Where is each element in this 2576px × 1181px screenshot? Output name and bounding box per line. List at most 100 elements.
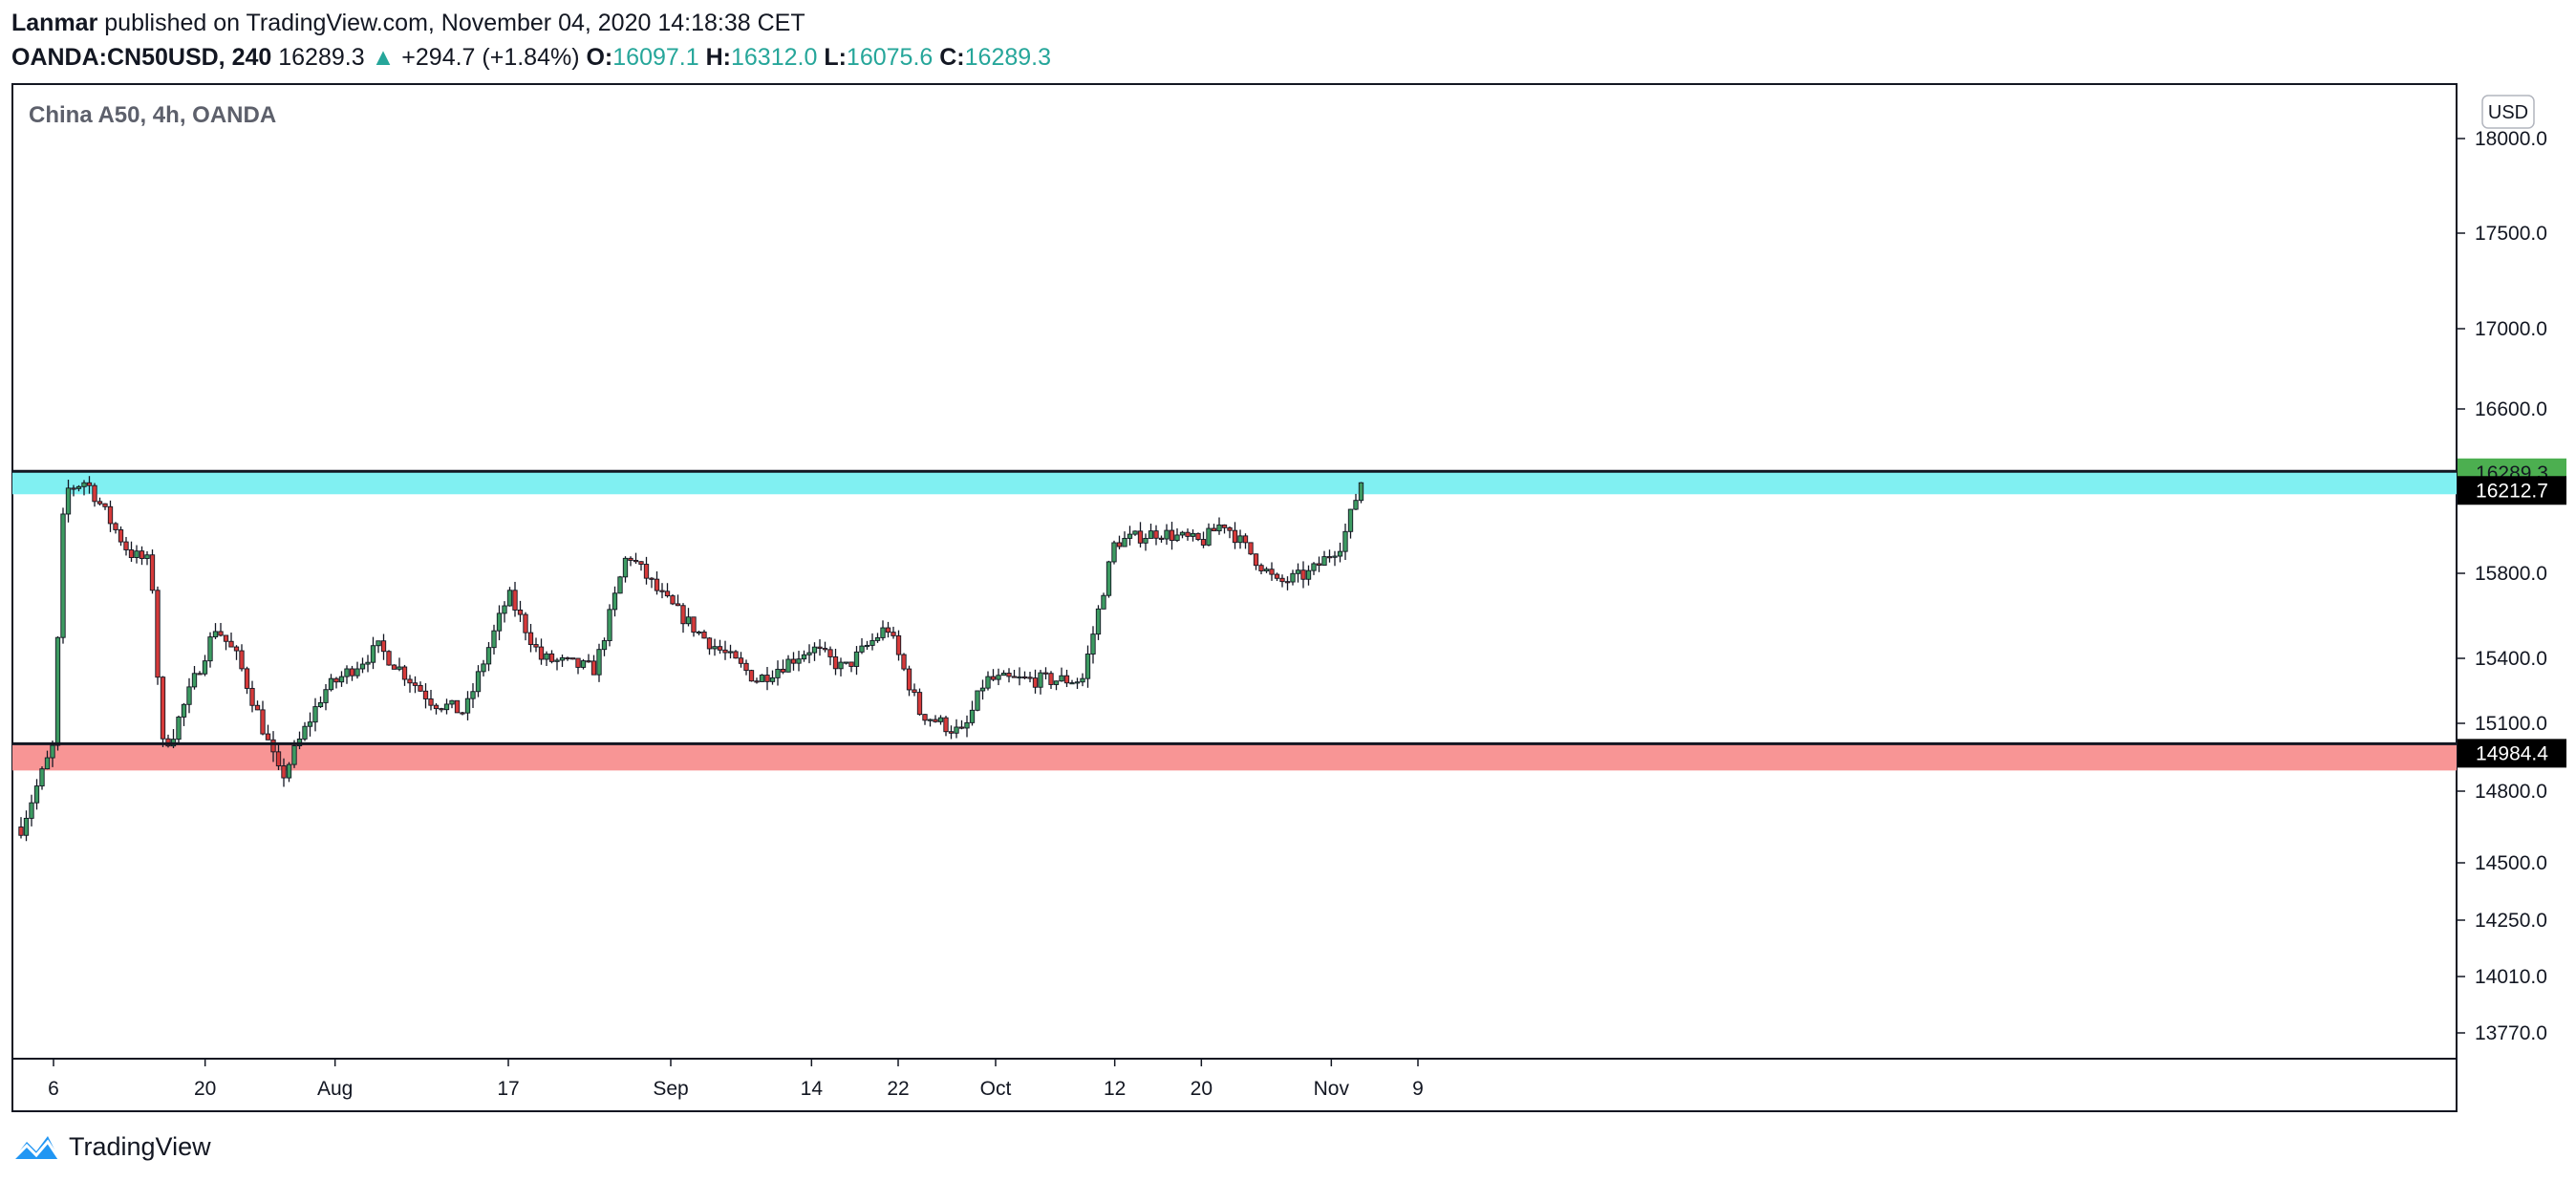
candle-body <box>853 651 860 667</box>
candle-body <box>281 765 287 779</box>
candle-body <box>97 501 103 505</box>
support-price-text: 14984.4 <box>2476 742 2548 764</box>
time-axis[interactable]: 6 20 Aug 17 Sep 14 22 Oct 12 20 Nov 9 <box>48 1059 1424 1100</box>
y-tick-label: 15100.0 <box>2475 713 2547 735</box>
candle-body <box>717 646 723 651</box>
tradingview-brand[interactable]: TradingView <box>69 1131 211 1161</box>
candle-body <box>307 721 313 727</box>
candle-body <box>239 650 245 670</box>
change-value: +294.7 (+1.84%) <box>401 44 580 71</box>
candle-body <box>54 636 61 746</box>
tradingview-logo-icon[interactable] <box>11 1130 61 1163</box>
candle-body <box>323 689 329 703</box>
candle-body <box>160 676 166 740</box>
y-tick-label: 15400.0 <box>2475 648 2547 670</box>
candle-body <box>29 802 34 819</box>
ohlc-line: OANDA:CN50USD, 240 16289.3 ▲ +294.7 (+1.… <box>11 40 2563 75</box>
candle-body <box>1042 672 1049 675</box>
candle-body <box>906 668 912 691</box>
candle-body <box>1000 673 1007 676</box>
candle-body <box>706 637 713 650</box>
candle-body <box>922 714 928 721</box>
candle-body <box>1206 527 1212 546</box>
candle-body <box>1305 569 1312 580</box>
y-tick-label: 14250.0 <box>2475 910 2547 932</box>
close-label: C: <box>939 44 965 71</box>
candle-body <box>359 663 366 670</box>
candle-body <box>1158 537 1165 540</box>
candle-body <box>1038 672 1043 688</box>
candle-body <box>338 676 345 683</box>
candle-body <box>1216 524 1222 532</box>
candle-body <box>1358 482 1364 502</box>
candle-body <box>685 616 692 625</box>
candle-body <box>759 675 765 682</box>
candle-body <box>1237 535 1243 544</box>
candle-body <box>1069 682 1075 685</box>
candle-body <box>617 576 623 594</box>
candle-body <box>654 578 660 591</box>
candle-body <box>1227 526 1233 531</box>
candle-body <box>548 653 555 662</box>
candle-body <box>1143 537 1148 544</box>
x-tick-label: 9 <box>1412 1078 1424 1100</box>
candle-body <box>780 668 786 673</box>
candle-body <box>1332 555 1338 558</box>
candle-body <box>523 613 528 633</box>
candle-body <box>1353 500 1359 510</box>
candle-body <box>149 554 156 591</box>
candle-body <box>33 785 40 804</box>
candle-body <box>71 487 76 490</box>
candle-body <box>365 661 371 665</box>
candle-body <box>586 660 591 663</box>
footer: TradingView <box>11 1127 211 1166</box>
candle-body <box>712 646 718 650</box>
candle-body <box>397 666 402 670</box>
candle-body <box>23 817 30 836</box>
y-tick-label: 16600.0 <box>2475 398 2547 420</box>
currency-button[interactable] <box>2481 95 2535 129</box>
chart-title: China A50, 4h, OANDA <box>29 102 276 128</box>
candle-body <box>1284 581 1291 584</box>
candle-body <box>102 503 108 507</box>
high-value: 16312.0 <box>730 44 818 71</box>
candle-body <box>1090 633 1096 655</box>
x-tick-label: Sep <box>653 1078 688 1100</box>
candle-body <box>123 541 129 550</box>
candle-body <box>954 726 959 734</box>
candle-body <box>1269 569 1275 575</box>
candle-body <box>1342 530 1348 552</box>
candle-body <box>1127 533 1133 539</box>
candle-body <box>659 590 665 592</box>
candle-body <box>380 640 387 653</box>
candle-body <box>601 640 608 651</box>
candle-body <box>244 668 250 689</box>
candle-body <box>1274 573 1280 579</box>
price-axis[interactable]: 18000.0 17500.0 17000.0 16600.0 15800.0 15400… <box>2457 128 2547 1044</box>
candle-body <box>428 698 434 706</box>
candle-body <box>1027 676 1033 679</box>
candle-body <box>801 654 807 660</box>
candle-body <box>449 699 455 705</box>
last-price: 16289.3 <box>278 44 365 71</box>
candle-body <box>1153 530 1159 539</box>
candle-body <box>1279 577 1285 583</box>
candle-body <box>176 716 182 741</box>
candle-body <box>412 682 419 686</box>
x-tick-label: Oct <box>980 1078 1012 1100</box>
support-price-label: 14984.4 <box>2458 739 2566 768</box>
author-name[interactable]: Lanmar <box>11 10 98 36</box>
candle-body <box>317 701 324 708</box>
candle-body <box>512 590 518 611</box>
candle-body <box>1148 530 1154 539</box>
candle-body <box>874 636 881 641</box>
candle-body <box>391 664 397 670</box>
candle-body <box>738 657 744 664</box>
candle-body <box>1295 569 1301 574</box>
symbol-label[interactable]: OANDA:CN50USD, 240 <box>11 44 272 71</box>
candle-body <box>1211 527 1217 532</box>
candle-body <box>696 631 702 634</box>
resistance-price-badge <box>2458 476 2566 505</box>
candle-body <box>554 659 560 662</box>
